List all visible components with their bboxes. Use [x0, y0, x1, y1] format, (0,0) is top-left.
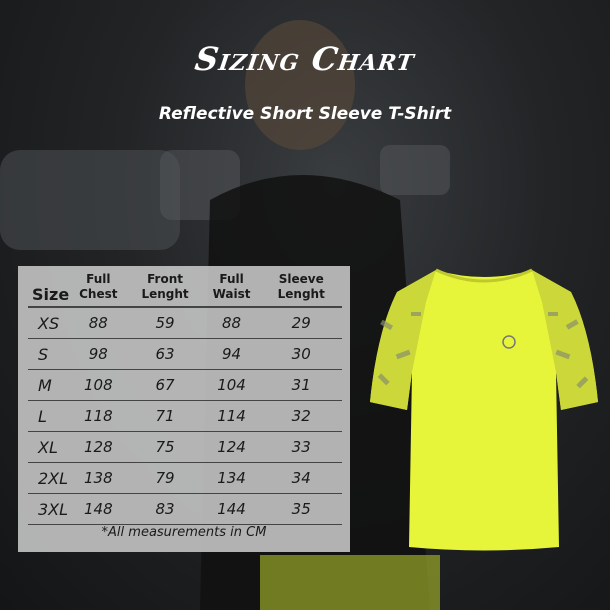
logo-icon — [502, 335, 516, 349]
measurement-cell: 79 — [127, 462, 203, 494]
table-row: XS 88 59 88 29 — [28, 307, 342, 339]
column-header: Front Lenght — [127, 272, 203, 308]
table-row: M 108 67 104 31 — [28, 369, 342, 401]
column-header: Size — [28, 272, 70, 308]
measurement-cell: 88 — [202, 307, 261, 339]
measurement-cell: 148 — [69, 493, 128, 525]
measurement-cell: 75 — [127, 431, 203, 463]
measurement-cell: 71 — [127, 400, 203, 432]
column-header: Full Chest — [69, 272, 128, 308]
sizing-table: Size Full Chest Front Lenght Full Waist Slee… — [28, 272, 342, 525]
table-row: XL 128 75 124 33 — [28, 431, 342, 463]
measurement-cell: 118 — [69, 400, 128, 432]
page-title: Sizing Chart — [192, 40, 418, 78]
size-cell: 3XL — [28, 493, 70, 525]
measurement-cell: 83 — [127, 493, 203, 525]
measurement-cell: 59 — [127, 307, 203, 339]
table-row: L 118 71 114 32 — [28, 400, 342, 432]
measurement-cell: 32 — [260, 400, 342, 432]
table-row: 2XL 138 79 134 34 — [28, 462, 342, 494]
measurement-cell: 134 — [202, 462, 261, 494]
size-cell: XL — [28, 431, 70, 463]
measurement-cell: 94 — [202, 338, 261, 370]
measurement-cell: 98 — [69, 338, 128, 370]
measurement-cell: 144 — [202, 493, 261, 525]
measurement-cell: 63 — [127, 338, 203, 370]
measurement-cell: 31 — [260, 369, 342, 401]
measurement-cell: 67 — [127, 369, 203, 401]
measurement-cell: 114 — [202, 400, 261, 432]
size-cell: 2XL — [28, 462, 70, 494]
measurement-cell: 104 — [202, 369, 261, 401]
size-cell: XS — [28, 307, 70, 339]
column-header: Full Waist — [202, 272, 261, 308]
size-cell: M — [28, 369, 70, 401]
measurement-cell: 34 — [260, 462, 342, 494]
measurement-cell: 128 — [69, 431, 128, 463]
product-subtitle: Reflective Short Sleeve T-Shirt — [158, 104, 452, 124]
sizing-table-panel: Size Full Chest Front Lenght Full Waist Slee… — [18, 266, 350, 552]
size-cell: S — [28, 338, 70, 370]
table-row: S 98 63 94 30 — [28, 338, 342, 370]
measurement-cell: 124 — [202, 431, 261, 463]
measurement-cell: 35 — [260, 493, 342, 525]
measurement-cell: 29 — [260, 307, 342, 339]
measurement-cell: 108 — [69, 369, 128, 401]
measurement-cell: 30 — [260, 338, 342, 370]
measurement-note: *All measurements in CM — [101, 525, 267, 540]
table-row: 3XL 148 83 144 35 — [28, 493, 342, 525]
size-cell: L — [28, 400, 70, 432]
measurement-cell: 33 — [260, 431, 342, 463]
column-header: Sleeve Lenght — [260, 272, 342, 308]
tshirt-image — [370, 268, 598, 551]
measurement-cell: 138 — [69, 462, 128, 494]
measurement-cell: 88 — [69, 307, 128, 339]
